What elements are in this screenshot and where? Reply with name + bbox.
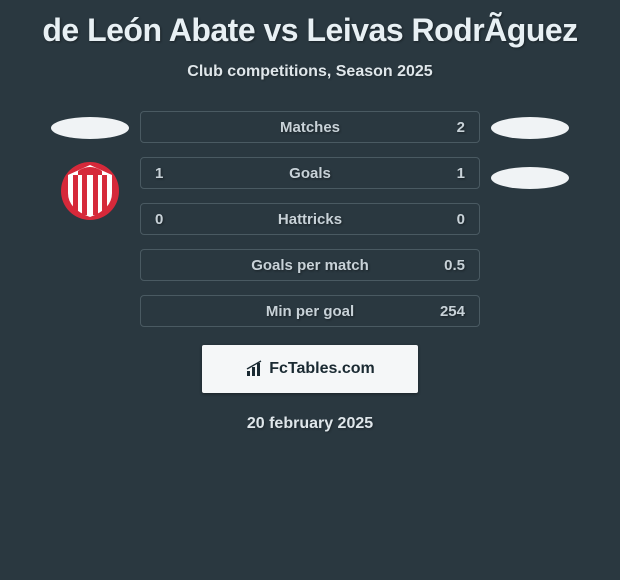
stat-row: 1 Goals 1 <box>140 157 480 189</box>
stat-label: Hattricks <box>141 211 479 228</box>
stat-right-value: 254 <box>440 303 465 320</box>
stat-row: Goals per match 0.5 <box>140 249 480 281</box>
stat-right-value: 0 <box>457 211 465 228</box>
stat-left-value: 0 <box>155 211 163 228</box>
comparison-content: Matches 2 1 Goals 1 0 Hattricks 0 Goals … <box>0 111 620 327</box>
stat-row: 0 Hattricks 0 <box>140 203 480 235</box>
fctables-link[interactable]: FcTables.com <box>202 345 418 393</box>
stat-right-value: 1 <box>457 165 465 182</box>
stat-row: Matches 2 <box>140 111 480 143</box>
stats-table: Matches 2 1 Goals 1 0 Hattricks 0 Goals … <box>140 111 480 327</box>
stat-row: Min per goal 254 <box>140 295 480 327</box>
stat-right-value: 2 <box>457 119 465 136</box>
player-avatar-placeholder <box>51 117 129 139</box>
club-badge-left <box>60 161 120 221</box>
stat-right-value: 0.5 <box>444 257 465 274</box>
club-badge-placeholder <box>491 167 569 189</box>
date-text: 20 february 2025 <box>0 415 620 433</box>
stat-label: Goals per match <box>141 257 479 274</box>
right-player-column <box>480 111 580 327</box>
stat-label: Goals <box>141 165 479 182</box>
player-avatar-placeholder <box>491 117 569 139</box>
stat-label: Matches <box>141 119 479 136</box>
subtitle: Club competitions, Season 2025 <box>0 63 620 81</box>
shield-icon <box>60 161 120 221</box>
stat-left-value: 1 <box>155 165 163 182</box>
bar-chart-icon <box>245 359 265 379</box>
stat-label: Min per goal <box>141 303 479 320</box>
left-player-column <box>40 111 140 327</box>
brand-text: FcTables.com <box>269 360 375 378</box>
page-title: de León Abate vs Leivas RodrÃ­guez <box>0 0 620 49</box>
